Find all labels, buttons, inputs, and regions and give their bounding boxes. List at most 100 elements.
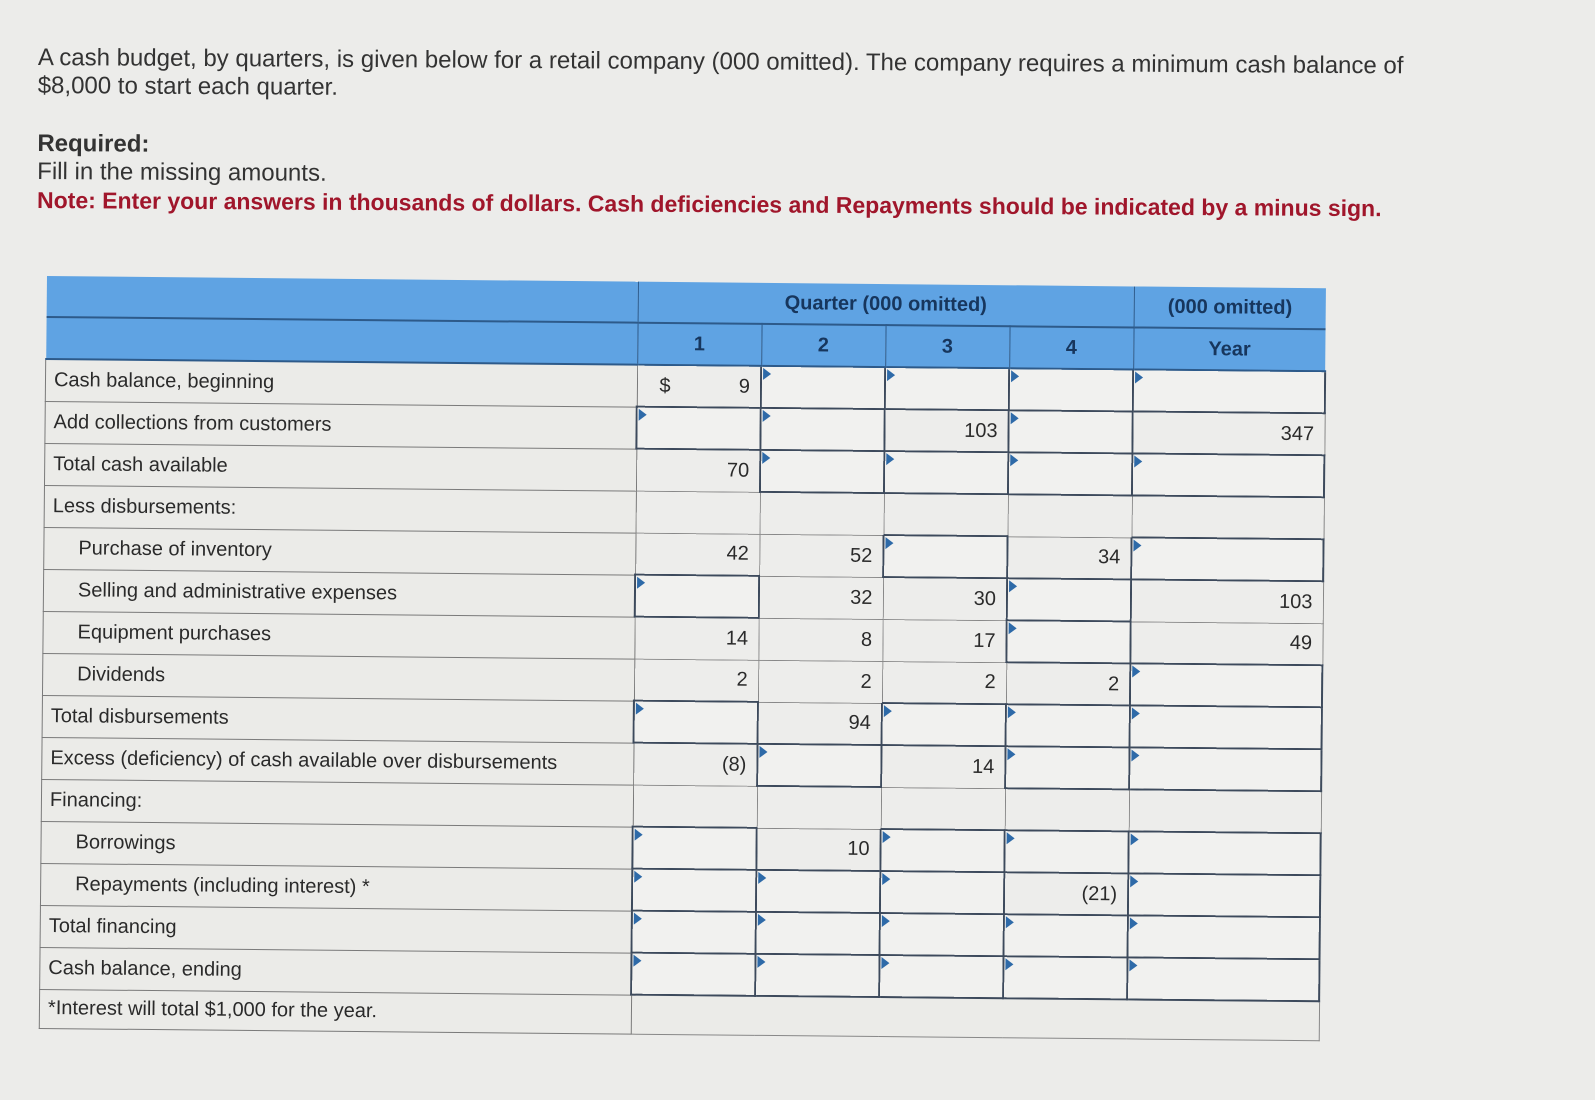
- amount-cell-q2: 10: [756, 827, 881, 872]
- row-label: Selling and administrative expenses: [43, 568, 636, 617]
- row-label: Total disbursements: [42, 694, 634, 743]
- amount-input-q3[interactable]: [879, 871, 1005, 915]
- amount-input-q3[interactable]: [881, 703, 1006, 747]
- amount-input-year[interactable]: [1129, 705, 1322, 750]
- row-label: Repayments (including interest) *: [40, 862, 633, 911]
- amount-cell-q1: 70: [635, 448, 761, 492]
- amount-input-q1[interactable]: [636, 406, 761, 450]
- amount-input-q3[interactable]: [880, 829, 1005, 873]
- amount-cell-q2: 2: [757, 659, 883, 704]
- amount-input-year[interactable]: [1131, 453, 1325, 498]
- amount-cell-q1: [635, 490, 760, 534]
- column-header-year: Year: [1133, 327, 1326, 372]
- amount-cell-q1: 14: [634, 616, 759, 660]
- row-label: Cash balance, ending: [39, 946, 632, 995]
- amount-value: 9: [738, 375, 751, 398]
- amount-input-q3[interactable]: [884, 367, 1010, 411]
- quarter-group-header: Quarter (000 omitted): [637, 281, 1134, 328]
- row-label: Purchase of inventory: [43, 526, 636, 575]
- amount-input-q4[interactable]: [1003, 914, 1128, 958]
- amount-input-q2[interactable]: [755, 953, 880, 998]
- amount-cell-year: 103: [1130, 579, 1324, 624]
- amount-input-year[interactable]: [1131, 537, 1324, 582]
- column-header-q3: 3: [885, 325, 1010, 369]
- amount-input-q3[interactable]: [883, 451, 1009, 495]
- footnote-filler: [630, 994, 1320, 1041]
- amount-cell-year: [1128, 789, 1322, 834]
- amount-input-q1[interactable]: [634, 574, 760, 618]
- table-body: Cash balance, beginning $9 Add collections…: [39, 359, 1326, 1002]
- amount-input-q2[interactable]: [755, 911, 880, 956]
- problem-statement: A cash budget, by quarters, is given bel…: [37, 44, 1595, 224]
- row-label: Total financing: [40, 904, 632, 953]
- amount-input-q1[interactable]: [631, 910, 756, 954]
- amount-input-year[interactable]: [1129, 747, 1322, 792]
- amount-cell-q1: 42: [635, 532, 760, 576]
- amount-input-q2[interactable]: [755, 869, 881, 914]
- amount-cell-q3: 30: [882, 577, 1008, 621]
- amount-input-year[interactable]: [1129, 663, 1323, 708]
- amount-cell-q1: (8): [633, 742, 758, 786]
- amount-cell-q2: 52: [759, 533, 884, 578]
- amount-input-q2[interactable]: [760, 407, 885, 452]
- row-label: Cash balance, beginning: [45, 359, 638, 407]
- amount-input-q2[interactable]: [760, 365, 886, 410]
- row-label: Borrowings: [40, 820, 633, 869]
- amount-input-q3[interactable]: [879, 955, 1004, 999]
- amount-input-q2[interactable]: [757, 743, 882, 788]
- currency-symbol: $: [659, 374, 671, 398]
- amount-cell-q4: [1007, 494, 1132, 538]
- amount-cell-q3: [880, 787, 1006, 831]
- amount-input-q1[interactable]: [633, 700, 758, 744]
- amount-cell-q4: [1004, 788, 1130, 832]
- row-label: Dividends: [42, 652, 635, 701]
- cash-budget-table: Quarter (000 omitted) (000 omitted) 1 2 …: [39, 276, 1327, 1041]
- amount-input-q1[interactable]: [631, 952, 756, 996]
- amount-input-q4[interactable]: [1005, 746, 1130, 790]
- column-header-q1: 1: [637, 322, 762, 366]
- amount-input-q4[interactable]: [1006, 578, 1132, 622]
- row-label: Add collections from customers: [44, 400, 637, 449]
- amount-input-q1[interactable]: [632, 826, 757, 870]
- amount-input-q4[interactable]: [1006, 620, 1131, 664]
- row-label: Total cash available: [44, 442, 637, 491]
- amount-input-q4[interactable]: [1007, 452, 1133, 496]
- amount-cell-q1: [632, 784, 758, 828]
- amount-input-year[interactable]: [1132, 369, 1326, 414]
- amount-cell-q2: 94: [757, 701, 882, 746]
- amount-cell-q3: 17: [882, 619, 1007, 663]
- amount-cell-q2: [759, 491, 884, 536]
- amount-input-year[interactable]: [1127, 915, 1320, 960]
- amount-cell-q2: 8: [758, 617, 883, 662]
- footnote-text: *Interest will total $1,000 for the year…: [39, 988, 632, 1035]
- row-label: Financing:: [41, 778, 634, 827]
- amount-cell-q2: 32: [758, 575, 884, 620]
- header-blank-2: [45, 317, 638, 365]
- amount-cell-q4: (21): [1003, 872, 1129, 916]
- amount-cell-year: 347: [1132, 411, 1325, 456]
- year-group-header: (000 omitted): [1133, 286, 1326, 330]
- amount-input-year[interactable]: [1127, 957, 1320, 1002]
- amount-input-q3[interactable]: [883, 535, 1008, 579]
- column-header-q2: 2: [761, 323, 886, 368]
- amount-cell-q1: 2: [633, 658, 759, 702]
- amount-cell-q3: 14: [881, 745, 1006, 789]
- amount-input-q4[interactable]: [1008, 368, 1134, 412]
- amount-cell-q1: $9: [636, 364, 762, 408]
- amount-input-q2[interactable]: [759, 449, 885, 494]
- amount-cell-q3: 2: [881, 661, 1007, 705]
- amount-input-q4[interactable]: [1005, 704, 1130, 748]
- amount-cell-year: 49: [1130, 621, 1323, 666]
- amount-cell-q2: [756, 785, 882, 830]
- amount-input-q1[interactable]: [631, 868, 757, 912]
- row-label: Excess (deficiency) of cash available ov…: [41, 736, 634, 785]
- amount-input-q4[interactable]: [1004, 830, 1129, 874]
- amount-cell-q4: 34: [1007, 536, 1132, 580]
- amount-input-year[interactable]: [1127, 873, 1321, 918]
- amount-input-q4[interactable]: [1008, 410, 1133, 454]
- amount-input-q4[interactable]: [1003, 956, 1128, 1000]
- amount-input-year[interactable]: [1128, 831, 1321, 876]
- amount-cell-q4: 2: [1005, 662, 1131, 706]
- amount-input-q3[interactable]: [879, 913, 1004, 957]
- row-label: Less disbursements:: [44, 484, 636, 533]
